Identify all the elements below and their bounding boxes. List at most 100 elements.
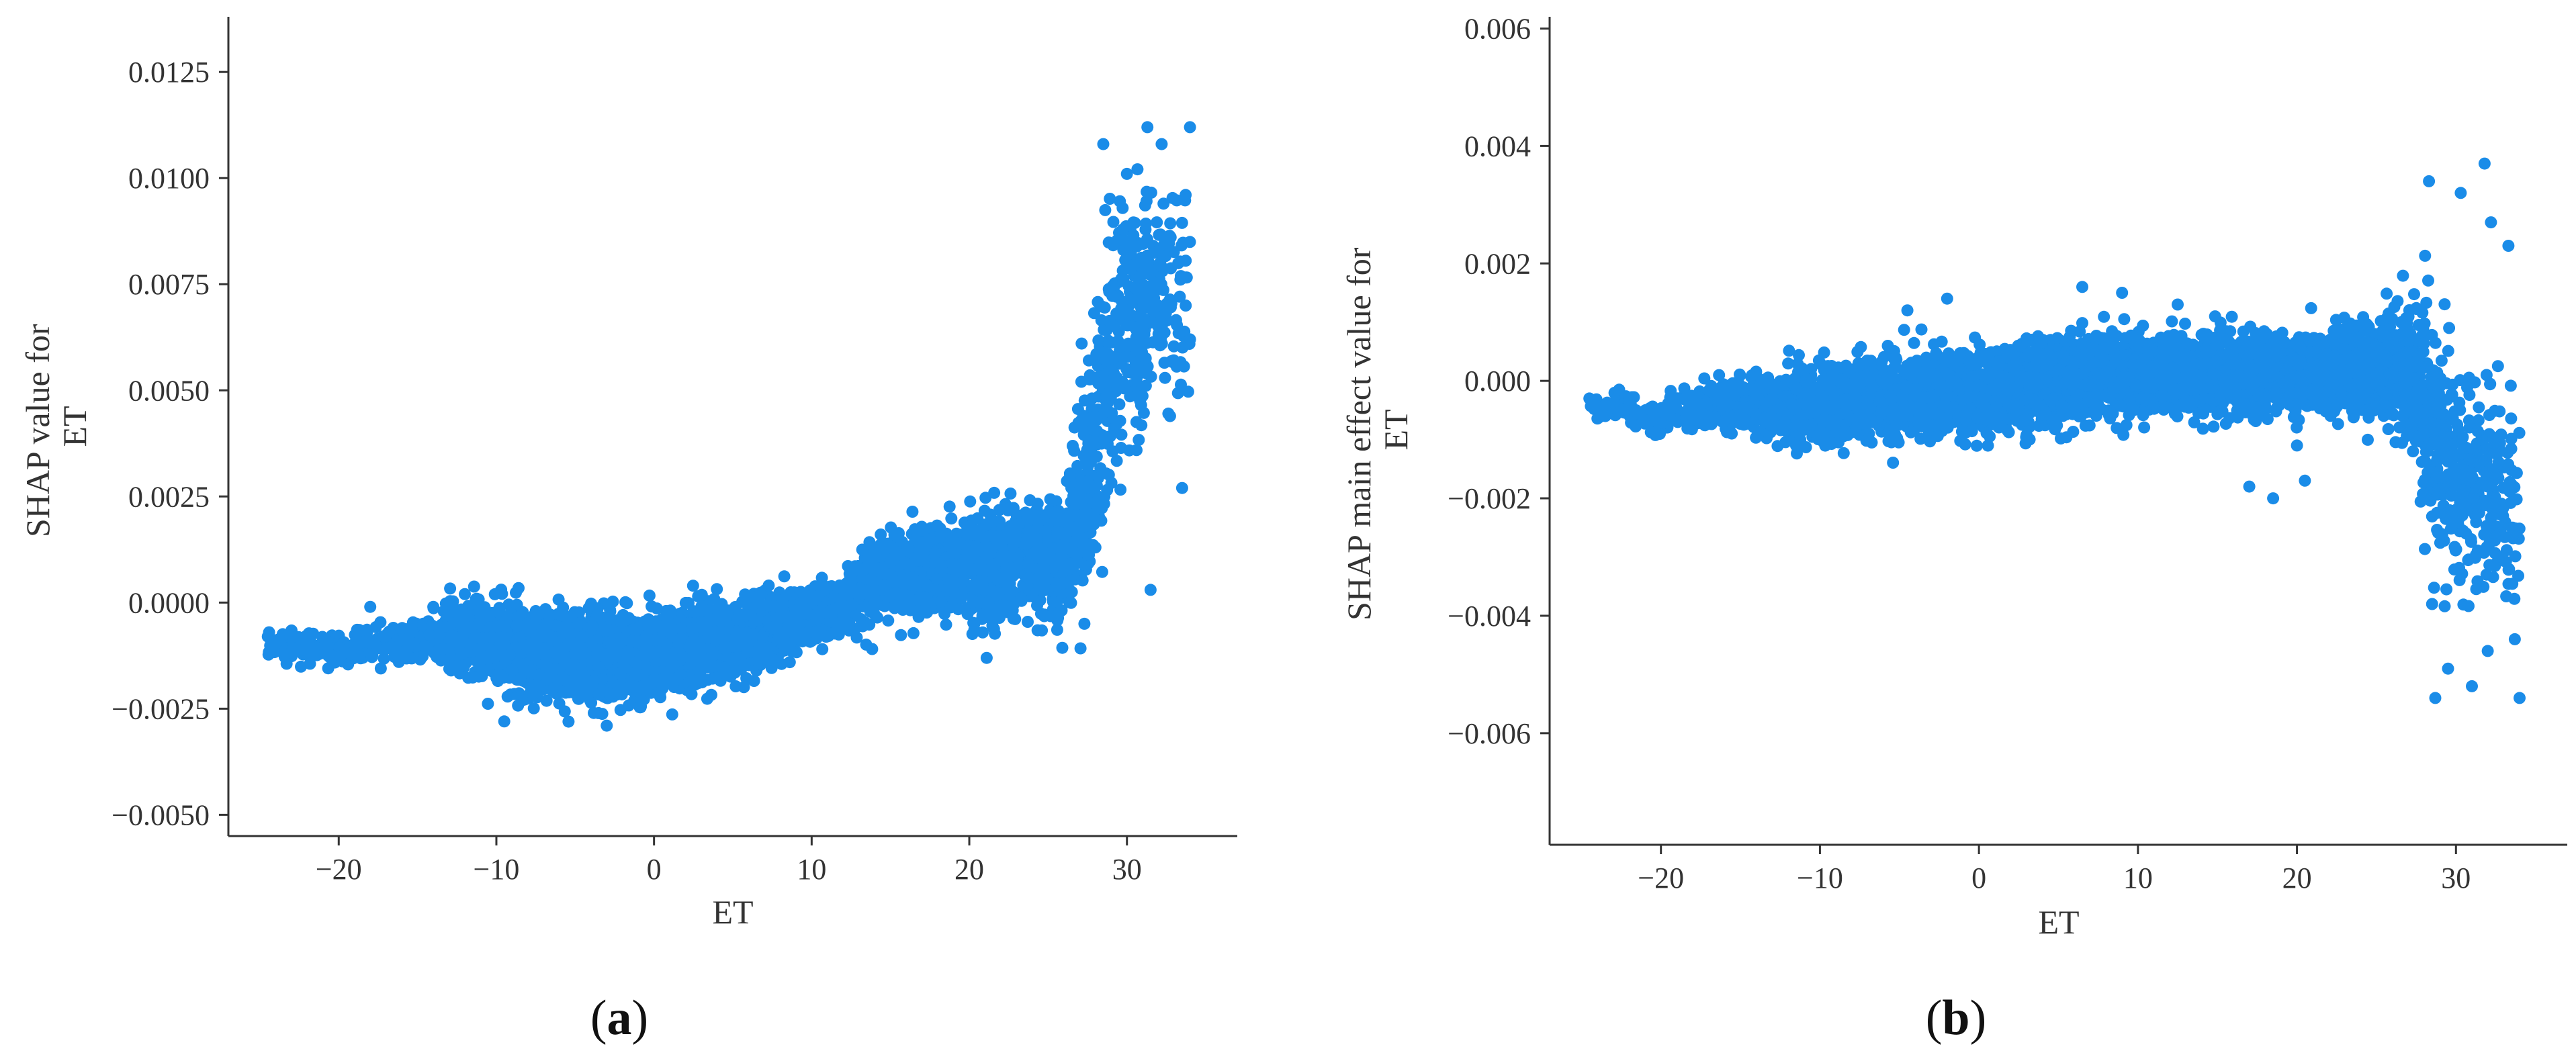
scatter-point [1172, 327, 1185, 340]
scatter-point [304, 657, 316, 670]
scatter-point [1083, 354, 1095, 367]
scatter-point [1053, 558, 1066, 571]
scatter-point [692, 677, 705, 690]
scatter-point [1051, 514, 1063, 527]
scatter-point [935, 595, 948, 608]
scatter-point [1164, 217, 1177, 230]
scatter-point [1080, 513, 1093, 526]
scatter-point [907, 627, 920, 639]
scatter-point [856, 620, 869, 633]
scatter-point [1074, 642, 1087, 655]
scatter-point [492, 605, 504, 618]
scatter-point [588, 706, 600, 719]
scatter-point [889, 547, 902, 559]
scatter-point [913, 607, 925, 619]
scatter-point [537, 644, 550, 657]
scatter-point [374, 616, 387, 629]
scatter-point [510, 620, 523, 633]
scatter-point [1155, 260, 1167, 273]
scatter-point [611, 685, 624, 698]
scatter-point [437, 605, 450, 618]
scatter-point [1108, 320, 1120, 332]
scatter-point [646, 600, 658, 613]
scatter-point [816, 643, 829, 655]
scatter-point [882, 614, 895, 627]
scatter-point [1107, 216, 1120, 228]
scatter-point [572, 617, 585, 630]
scatter-point [940, 618, 952, 631]
scatter-point [1157, 283, 1169, 296]
scatter-point [1002, 504, 1014, 517]
scatter-point [978, 504, 991, 517]
scatter-point [1051, 623, 1063, 636]
scatter-point [1104, 193, 1116, 205]
scatter-point [1131, 163, 1144, 176]
scatter-point [1098, 433, 1110, 446]
scatter-point [445, 631, 458, 644]
scatter-point [540, 694, 553, 707]
scatter-point [967, 594, 979, 607]
scatter-point [1056, 641, 1069, 654]
scatter-point [322, 640, 335, 653]
scatter-point [1115, 428, 1128, 441]
scatter-point [964, 495, 977, 508]
scatter-point [580, 688, 592, 701]
scatter-point [444, 582, 457, 595]
scatter-point [1096, 565, 1108, 578]
scatter-point [929, 547, 942, 559]
scatter-point [527, 702, 540, 714]
scatter-point [1064, 508, 1076, 521]
scatter-point [482, 698, 494, 710]
scatter-point [1076, 574, 1089, 587]
scatter-point [1105, 364, 1118, 377]
scatter-point [307, 627, 320, 640]
scatter-point [1159, 371, 1171, 384]
scatter-point [516, 606, 529, 618]
scatter-point [1063, 557, 1076, 570]
scatter-point [513, 582, 525, 594]
scatter-point [1100, 390, 1113, 402]
scatter-point [1095, 514, 1108, 527]
scatter-point [938, 608, 951, 620]
scatter-point [1116, 375, 1128, 388]
scatter-point [295, 660, 307, 673]
scatter-point [1022, 616, 1034, 628]
scatter-points-a [261, 121, 1196, 732]
scatter-point [895, 629, 907, 641]
scatter-point [744, 609, 757, 622]
scatter-point [878, 581, 890, 594]
scatter-point [1071, 486, 1083, 499]
scatter-point [1114, 195, 1126, 207]
scatter-point [533, 680, 546, 692]
scatter-point [720, 664, 733, 677]
scatter-point [1004, 488, 1017, 500]
scatter-point [596, 684, 609, 697]
scatter-point [361, 623, 373, 636]
scatter-point [1139, 199, 1151, 212]
scatter-point [1067, 440, 1079, 452]
scatter-point [1167, 354, 1180, 367]
scatter-point [501, 690, 514, 703]
scatter-point [361, 635, 373, 647]
scatter-point [1081, 460, 1094, 473]
scatter-point [686, 580, 699, 592]
scatter-point [1070, 525, 1083, 538]
scatter-point [1137, 238, 1149, 250]
scatter-point [1070, 498, 1083, 510]
scatter-point [846, 566, 859, 578]
scatter-point [1047, 596, 1059, 608]
scatter-point [920, 592, 933, 605]
scatter-point [984, 515, 997, 528]
scatter-point [366, 649, 379, 661]
scatter-point [988, 486, 1001, 499]
scatter-point [1173, 290, 1186, 303]
scatter-point [1124, 293, 1137, 306]
scatter-point [980, 651, 993, 664]
scatter-point [1075, 337, 1088, 350]
panel-a: −20 −10 0 10 20 30 −0.0050−0.00250.00000.0025… [19, 17, 1237, 1046]
scatter-point [968, 617, 981, 630]
scatter-point [1182, 385, 1194, 398]
scatter-point [1095, 377, 1108, 389]
scatter-point [1117, 272, 1129, 285]
scatter-point [374, 662, 387, 675]
